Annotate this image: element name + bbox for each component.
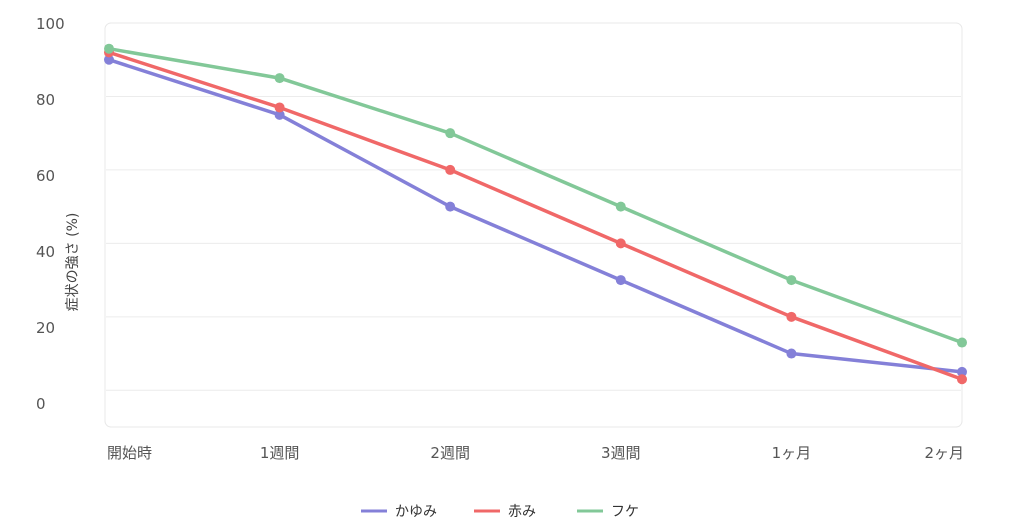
- data-point: [104, 54, 114, 65]
- legend-label: かゆみ: [395, 504, 437, 520]
- x-tick-label: 開始時: [107, 444, 152, 462]
- series-line: [107, 57, 964, 374]
- data-point: [274, 109, 285, 120]
- series-line: [107, 46, 964, 345]
- legend-label: フケ: [611, 504, 639, 520]
- data-point: [786, 348, 797, 359]
- plot-area: [104, 22, 963, 428]
- x-tick-label: 2週間: [430, 444, 470, 462]
- x-axis-ticks: 開始時 1週間 2週間 3週間 1ヶ月 2ヶ月: [107, 444, 964, 462]
- data-point: [786, 275, 797, 286]
- data-point: [615, 275, 626, 286]
- series-group: [104, 43, 967, 385]
- data-point: [274, 73, 285, 84]
- series-line: [107, 50, 964, 382]
- y-tick-label: 100: [36, 15, 65, 33]
- data-point: [445, 201, 456, 212]
- data-point: [615, 238, 626, 249]
- x-tick-label: 1ヶ月: [772, 444, 812, 462]
- data-point: [957, 366, 967, 377]
- data-point: [445, 164, 456, 175]
- y-tick-label: 60: [36, 167, 55, 185]
- legend-item[interactable]: 赤み: [474, 504, 536, 520]
- legend-label: 赤み: [508, 504, 536, 520]
- data-point: [274, 102, 285, 113]
- legend-item[interactable]: フケ: [577, 504, 639, 520]
- y-axis-ticks: 0 20 40 60 80 100: [36, 15, 65, 413]
- x-tick-label: 2ヶ月: [924, 444, 964, 462]
- y-tick-label: 40: [36, 243, 55, 261]
- x-tick-label: 3週間: [601, 444, 641, 462]
- y-axis-label: 症状の強さ (%): [65, 213, 81, 312]
- y-tick-label: 20: [36, 319, 55, 337]
- data-point: [615, 201, 626, 212]
- y-tick-label: 0: [36, 395, 46, 413]
- legend-item[interactable]: かゆみ: [361, 504, 437, 520]
- data-point: [104, 43, 114, 54]
- y-tick-label: 80: [36, 91, 55, 109]
- legend[interactable]: かゆみ 赤み フケ: [361, 504, 639, 520]
- x-tick-label: 1週間: [260, 444, 300, 462]
- data-point: [957, 374, 967, 385]
- data-point: [445, 128, 456, 139]
- data-point: [957, 337, 967, 348]
- data-point: [786, 311, 797, 322]
